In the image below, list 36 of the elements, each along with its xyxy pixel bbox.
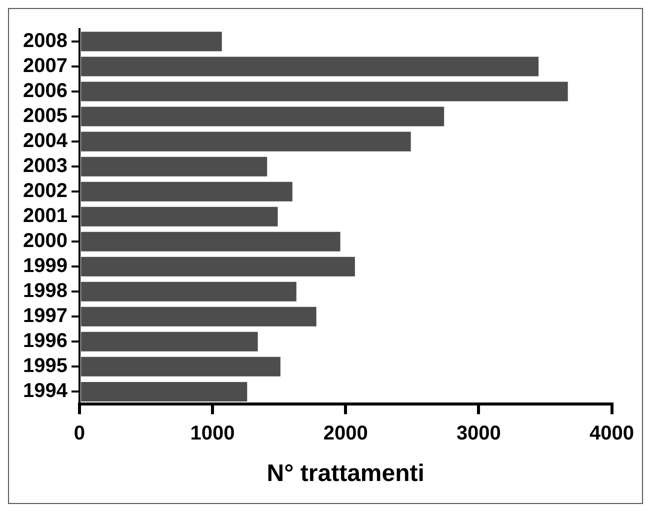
y-tick-label: 1994 (22, 380, 68, 402)
x-tick-label: 3000 (456, 422, 501, 445)
y-tick-label: 2003 (22, 155, 68, 178)
x-tick-label: 0 (74, 422, 86, 445)
x-tick-label: 4000 (590, 422, 634, 445)
bar (80, 206, 278, 226)
y-tick-label: 1996 (22, 330, 68, 352)
y-tick-label: 1997 (22, 305, 68, 328)
bar (80, 282, 296, 302)
y-tick-label: 1995 (22, 355, 68, 378)
y-tick-label: 1999 (22, 255, 68, 278)
bar (80, 132, 411, 152)
bar (80, 56, 539, 76)
bar (80, 32, 222, 52)
y-tick-label: 2006 (22, 80, 68, 102)
y-tick-label: 2000 (22, 230, 68, 252)
bar (80, 82, 568, 102)
y-tick-label: 2005 (22, 105, 68, 128)
y-tick-label: 2004 (22, 130, 68, 152)
bar (80, 256, 355, 276)
x-axis-title: N° trattamenti (266, 460, 424, 488)
y-tick-label: 2002 (22, 180, 68, 202)
bar (80, 382, 248, 402)
x-tick-label: 2000 (323, 422, 368, 445)
bar (80, 106, 444, 126)
y-tick-label: 2007 (22, 55, 68, 78)
x-tick-label: 1000 (190, 422, 235, 445)
y-tick-label: 2001 (22, 205, 68, 228)
bar (80, 332, 258, 352)
y-tick-label: 1998 (22, 280, 68, 302)
bar (80, 306, 316, 326)
y-tick-label: 2008 (22, 30, 68, 52)
bar (80, 232, 340, 252)
bar (80, 356, 280, 376)
bar (80, 156, 268, 176)
bar (80, 182, 292, 202)
